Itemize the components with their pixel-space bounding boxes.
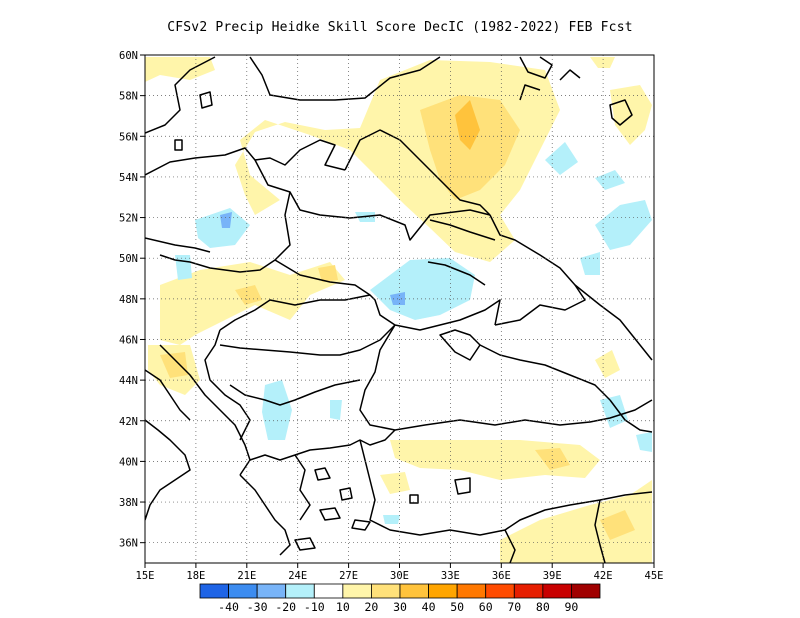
negative-skill-region (262, 380, 292, 440)
negative-skill-region (595, 170, 625, 190)
colorbar-swatch (485, 583, 515, 599)
x-tick-label: 45E (645, 570, 664, 582)
y-tick-label: 60N (119, 50, 138, 62)
colorbar-label: -30 (247, 600, 268, 614)
y-tick-label: 44N (119, 375, 138, 387)
positive-skill-region (500, 480, 652, 563)
y-tick-label: 56N (119, 131, 138, 143)
latitude-axis: 36N 38N 40N 42N 44N 46N 48N 50N 52N 54N 56N 58N 60N (119, 50, 145, 550)
y-tick-label: 36N (119, 538, 138, 550)
x-tick-label: 42E (594, 570, 613, 582)
colorbar-label: 80 (536, 600, 550, 614)
positive-skill-region (455, 100, 480, 150)
y-tick-label: 42N (119, 416, 138, 428)
colorbar-swatch (456, 583, 487, 599)
x-tick-label: 21E (237, 570, 256, 582)
negative-skill-region (175, 255, 192, 280)
y-tick-label: 52N (119, 213, 138, 225)
map-gridlines (145, 55, 654, 563)
negative-skill-region (220, 212, 232, 228)
colorbar-swatch (513, 583, 544, 599)
positive-skill-region (160, 352, 188, 378)
negative-skill-region (600, 395, 628, 428)
positive-skill-region (235, 285, 262, 305)
x-tick-label: 39E (543, 570, 562, 582)
positive-skill-region (600, 510, 635, 540)
colorbar-label: 10 (336, 600, 350, 614)
colorbar-swatch (371, 583, 401, 599)
positive-skill-region (145, 57, 215, 82)
colorbar-label: 30 (393, 600, 407, 614)
map-title: CFSv2 Precip Heidke Skill Score DecIC (1… (167, 20, 633, 35)
x-tick-label: 36E (492, 570, 511, 582)
colorbar-swatch (199, 583, 229, 599)
y-tick-label: 58N (119, 91, 138, 103)
positive-skill-region (390, 440, 600, 480)
colorbar-swatch (342, 583, 372, 599)
colorbar-label: 50 (450, 600, 464, 614)
x-tick-label: 24E (288, 570, 307, 582)
y-tick-label: 40N (119, 456, 138, 468)
negative-skill-region (545, 142, 578, 175)
colorbar-swatch (285, 583, 315, 599)
coastlines-and-borders (145, 56, 653, 563)
colorbar-swatch (228, 583, 258, 599)
colorbar-label: 40 (422, 600, 436, 614)
y-tick-label: 54N (119, 172, 138, 184)
colorbar-swatch (542, 583, 572, 599)
colorbar-swatch (399, 583, 429, 599)
negative-skill-region (370, 258, 475, 320)
colorbar-label: -20 (275, 600, 296, 614)
positive-skill-region (235, 60, 560, 262)
positive-skill-region (160, 262, 345, 345)
colorbar-label: 90 (564, 600, 578, 614)
colorbar-swatch (571, 583, 601, 599)
positive-skill-region (380, 472, 410, 494)
colorbar-label: 60 (479, 600, 493, 614)
longitude-axis: 15E 18E 21E 24E 27E 30E 33E 36E 39E 42E 45E (136, 563, 664, 582)
positive-skill-region (595, 350, 620, 378)
y-tick-label: 50N (119, 253, 138, 265)
x-tick-label: 33E (441, 570, 460, 582)
x-tick-label: 30E (390, 570, 409, 582)
x-tick-label: 18E (186, 570, 205, 582)
negative-skill-region (383, 515, 400, 524)
negative-skill-region (636, 432, 652, 452)
y-tick-label: 38N (119, 497, 138, 509)
colorbar-label: -10 (304, 600, 325, 614)
y-tick-label: 48N (119, 294, 138, 306)
negative-skill-region (330, 400, 342, 420)
y-tick-label: 46N (119, 334, 138, 346)
negative-skill-region (595, 200, 652, 250)
positive-skill-region (318, 265, 338, 282)
colorbar-swatch (313, 583, 344, 599)
x-tick-label: 15E (136, 570, 155, 582)
color-legend: -40 -30 -20 -10 10 20 30 40 50 60 70 80 90 (199, 583, 601, 614)
shaded-skill-regions (145, 57, 652, 563)
positive-skill-region (590, 57, 615, 68)
colorbar-label: 20 (364, 600, 378, 614)
x-tick-label: 27E (339, 570, 358, 582)
colorbar-swatch (256, 583, 287, 599)
colorbar-swatch (428, 583, 458, 599)
colorbar-label: 70 (507, 600, 521, 614)
negative-skill-region (580, 252, 600, 275)
colorbar-label: -40 (218, 600, 239, 614)
